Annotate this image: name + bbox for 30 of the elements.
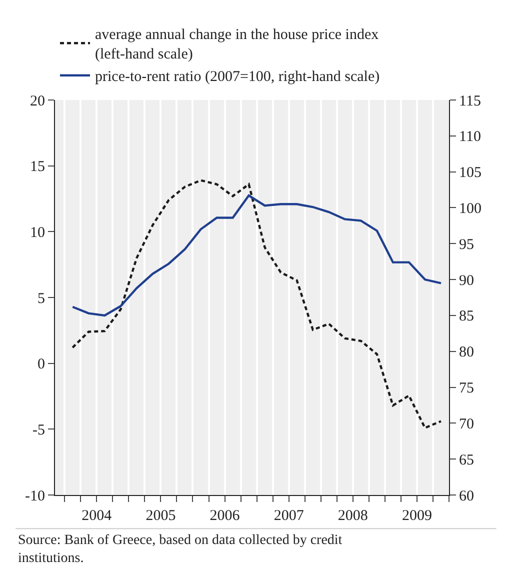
y-tick-label: -10 — [25, 488, 45, 504]
y2-tick-label: 100 — [459, 200, 482, 217]
y2-tick-label: 80 — [459, 344, 474, 361]
y2-tick-label: 70 — [459, 416, 474, 432]
legend-label: average annual change in the house price index (left-hand scale) — [95, 27, 380, 63]
x-tick-label: 2005 — [146, 508, 176, 524]
y-tick-label: 15 — [30, 159, 45, 176]
y-tick-label: 5 — [38, 290, 45, 307]
y-tick-label: 10 — [30, 224, 45, 241]
x-tick-label: 2006 — [210, 508, 240, 524]
legend-label: price-to-rent ratio (2007=100, right-hand scale) — [95, 69, 380, 86]
y2-tick-label: 95 — [459, 236, 474, 253]
y2-tick-label: 110 — [459, 129, 481, 146]
x-tick-label: 2004 — [82, 508, 112, 524]
line-series — [72, 179, 442, 429]
x-tick-label: 2008 — [338, 508, 368, 524]
y2-tick-label: 105 — [459, 165, 482, 182]
source-note: Source: Bank of Greece, based on data collected by credit institutions. — [18, 533, 342, 566]
y-tick-label: 20 — [30, 93, 45, 110]
x-tick-label: 2009 — [402, 508, 432, 524]
y2-tick-label: 60 — [459, 488, 474, 504]
line-series — [72, 194, 442, 317]
y-tick-label: -5 — [32, 422, 45, 438]
y2-tick-label: 65 — [459, 452, 474, 468]
x-tick-label: 2007 — [274, 508, 304, 524]
y2-tick-label: 90 — [459, 272, 474, 289]
y2-tick-label: 115 — [459, 93, 481, 110]
y-tick-label: 0 — [38, 356, 45, 373]
y2-tick-label: 75 — [459, 380, 474, 397]
y2-tick-label: 85 — [459, 308, 474, 325]
